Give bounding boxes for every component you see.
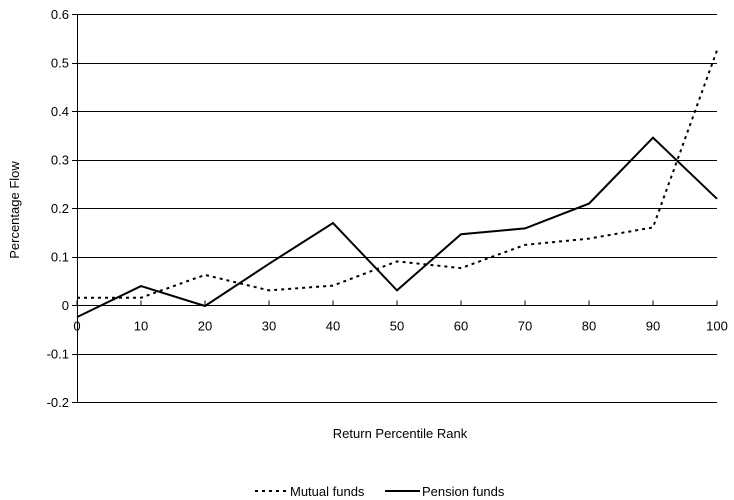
x-axis-title: Return Percentile Rank	[333, 426, 468, 441]
x-tick-label: 100	[706, 319, 728, 334]
series-line-mutual-funds	[77, 50, 718, 299]
x-tick-label: 50	[390, 319, 404, 334]
gridlines	[77, 14, 717, 403]
x-tick-label: 90	[646, 319, 660, 334]
x-tick-label: 20	[198, 319, 212, 334]
y-tick-label: 0.4	[51, 104, 69, 119]
y-tick-label: 0.1	[51, 250, 69, 265]
series-line-pension-funds	[76, 136, 718, 318]
x-tick-label: 60	[454, 319, 468, 334]
legend-label-mutual-funds: Mutual funds	[290, 484, 365, 499]
y-tick-label: 0.6	[51, 7, 69, 22]
x-tick-label: 30	[262, 319, 276, 334]
axes	[72, 14, 718, 403]
legend: Mutual funds Pension funds	[255, 484, 505, 499]
legend-label-pension-funds: Pension funds	[422, 484, 505, 499]
x-tick-label: 10	[134, 319, 148, 334]
y-tick-label: 0	[62, 298, 69, 313]
x-tick-label: 0	[73, 319, 80, 334]
y-tick-label: 0.3	[51, 153, 69, 168]
y-tick-label: -0.1	[47, 347, 69, 362]
y-tick-labels: -0.2 -0.1 0 0.1 0.2 0.3 0.4 0.5 0.6	[47, 7, 69, 410]
y-tick-label: 0.2	[51, 201, 69, 216]
x-tick-label: 80	[582, 319, 596, 334]
x-tick-label: 40	[326, 319, 340, 334]
x-tick-labels: 0 10 20 30 40 50 60 70 80 90 100	[73, 319, 727, 334]
y-axis-title: Percentage Flow	[7, 161, 22, 259]
x-tick-label: 70	[518, 319, 532, 334]
y-tick-label: 0.5	[51, 56, 69, 71]
series-lines	[76, 50, 718, 318]
y-tick-label: -0.2	[47, 395, 69, 410]
